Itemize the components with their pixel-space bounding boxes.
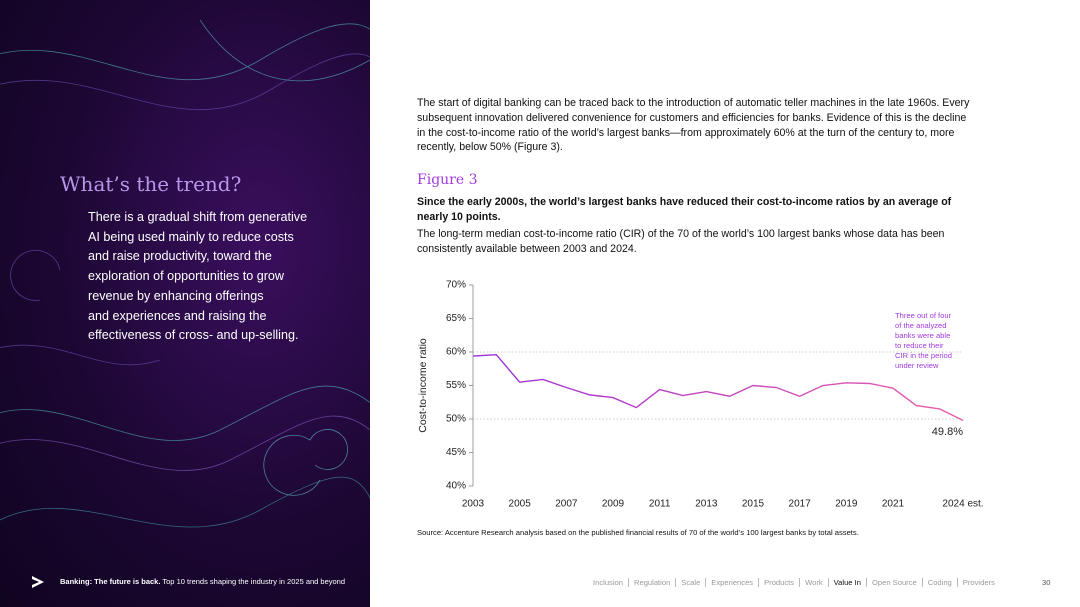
nav: Inclusion Regulation Scale Experiences Produ… xyxy=(593,578,1000,587)
source-note: Source: Accenture Research analysis base… xyxy=(417,528,859,537)
nav-item[interactable]: Open Source xyxy=(865,578,922,587)
data-label: 49.8% xyxy=(932,426,963,438)
nav-item[interactable]: Products xyxy=(758,578,799,587)
left-panel: What’s the trend? There is a gradual shi… xyxy=(0,0,370,607)
text-line: and experiences and raising the xyxy=(88,308,267,323)
nav-item[interactable]: Inclusion xyxy=(593,578,623,587)
y-tick-label: 65% xyxy=(446,313,466,324)
swirl-background xyxy=(0,19,370,528)
annotation: to reduce their xyxy=(895,341,944,350)
text-line: AI being used mainly to reduce costs xyxy=(88,229,294,244)
x-tick-label: 2021 xyxy=(882,499,905,510)
annotation: CIR in the period xyxy=(895,351,952,360)
y-tick-label: 45% xyxy=(446,447,466,458)
y-tick-label: 50% xyxy=(446,414,466,425)
annotation: of the analyzed xyxy=(895,321,947,330)
footer-text: Top 10 trends shaping the industry in 20… xyxy=(162,577,346,586)
annotation: banks were able xyxy=(895,331,950,340)
page-number: 30 xyxy=(1042,578,1051,587)
text-line: exploration of opportunities to grow xyxy=(88,269,285,284)
intro-text: The start of digital banking can be trac… xyxy=(417,97,970,154)
figure-headline: Since the early 2000s, the world’s large… xyxy=(417,196,952,223)
y-tick-label: 55% xyxy=(446,380,466,391)
logo xyxy=(32,576,44,588)
footer-title: Banking: The future is back. Top 10 tren… xyxy=(60,577,345,586)
nav-item[interactable]: Value In xyxy=(827,578,866,587)
x-tick-label: 2009 xyxy=(602,499,625,510)
section-text: There is a gradual shift from generative… xyxy=(88,208,307,346)
text-line: There is a gradual shift from generative xyxy=(88,210,308,224)
chart: 40% 45% 50% 55% 60% 65% 70% 2003 2005 2007 2009 201… xyxy=(417,280,984,510)
y-tick-label: 70% xyxy=(446,280,466,291)
x-tick-label: 2011 xyxy=(649,499,671,510)
x-tick-label: 2024 est. xyxy=(942,499,983,510)
y-tick-label: 60% xyxy=(446,347,466,358)
figure-label: Figure 3 xyxy=(417,172,478,188)
annotation: under review xyxy=(895,361,939,370)
x-tick-label: 2007 xyxy=(555,499,578,510)
x-tick-label: 2005 xyxy=(509,499,532,510)
y-axis-label: Cost-to-income ratio xyxy=(417,338,429,433)
footer-bold: Banking: The future is back. xyxy=(60,577,161,586)
nav-item[interactable]: Providers xyxy=(956,578,1000,587)
text-line: and raise productivity, toward the xyxy=(88,249,272,264)
line-series xyxy=(472,353,964,421)
text-line: effectiveness of cross- and up-selling. xyxy=(88,328,299,343)
nav-item[interactable]: Work xyxy=(799,578,828,587)
x-tick-label: 2003 xyxy=(462,499,485,510)
nav-item[interactable]: Regulation xyxy=(627,578,675,587)
nav-item[interactable]: Coding xyxy=(921,578,957,587)
x-tick-label: 2019 xyxy=(835,499,858,510)
nav-item[interactable]: Scale xyxy=(675,578,705,587)
x-tick-label: 2017 xyxy=(789,499,812,510)
y-tick-label: 40% xyxy=(446,481,466,492)
nav-item[interactable]: Experiences xyxy=(705,578,758,587)
section-title: What’s the trend? xyxy=(60,172,242,196)
x-tick-label: 2013 xyxy=(695,499,718,510)
annotation: Three out of four xyxy=(895,311,952,320)
text-line: revenue by enhancing offerings xyxy=(88,288,264,303)
x-tick-label: 2015 xyxy=(742,499,765,510)
figure-description: The long-term median cost-to-income rati… xyxy=(417,228,945,255)
